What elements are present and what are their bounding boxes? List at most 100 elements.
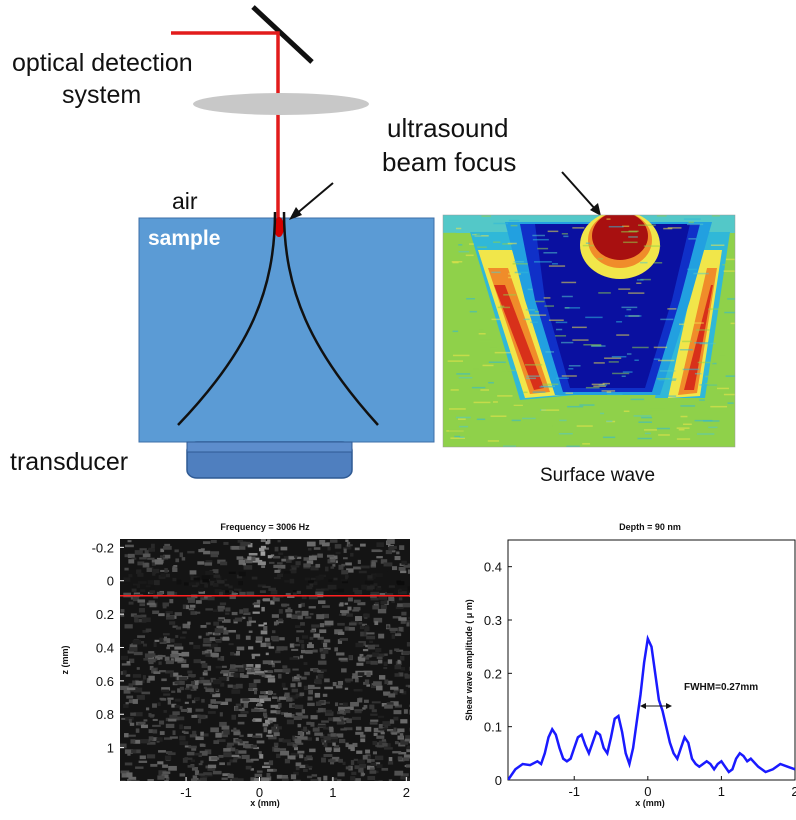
line-y-tick-label: 0 bbox=[495, 773, 502, 788]
gray-x-tick-label: 2 bbox=[403, 785, 410, 800]
arrow-to-surface bbox=[561, 171, 597, 211]
series-point bbox=[735, 758, 737, 760]
beam-right-curve bbox=[282, 211, 379, 426]
line-y-tick-label: 0.1 bbox=[484, 720, 502, 735]
series-point bbox=[654, 672, 656, 674]
line-plot-title: Depth = 90 nm bbox=[619, 522, 681, 532]
sample-label: sample bbox=[148, 227, 220, 250]
line-x-tick-label: 1 bbox=[718, 784, 725, 799]
transducer-label: transducer bbox=[10, 448, 128, 476]
series-point bbox=[562, 758, 564, 760]
gray-speckle bbox=[120, 539, 410, 781]
line-x-axis-label: x (mm) bbox=[635, 798, 665, 808]
series-point bbox=[731, 768, 734, 770]
series-point bbox=[603, 747, 605, 749]
transducer-top bbox=[186, 441, 353, 453]
fwhm-annotation: FWHM=0.27mm bbox=[684, 682, 758, 693]
series-point bbox=[514, 768, 516, 770]
series-point bbox=[672, 752, 675, 754]
line-y-axis-label: Shear wave amplitude ( μ m) bbox=[464, 599, 474, 721]
series-point bbox=[522, 763, 524, 765]
series-point bbox=[739, 752, 741, 754]
series-point bbox=[610, 736, 612, 738]
heatmap-noise bbox=[443, 215, 735, 447]
lens-shape bbox=[193, 93, 369, 115]
schematic: optical detection system ultrasound beam… bbox=[10, 5, 655, 486]
series-point bbox=[529, 764, 531, 766]
series-point bbox=[676, 758, 678, 760]
series-point bbox=[706, 760, 708, 762]
beam-left-curve bbox=[177, 211, 277, 426]
gray-x-tick-label: 1 bbox=[329, 785, 336, 800]
gray-y-tick-label: 1 bbox=[107, 741, 114, 756]
arrow-head-focus bbox=[289, 207, 302, 220]
ultrasound-label-1: ultrasound bbox=[387, 113, 508, 143]
series-point bbox=[669, 742, 671, 744]
series-point bbox=[573, 747, 575, 749]
arrow-head-surface bbox=[590, 203, 601, 216]
series-point bbox=[728, 771, 730, 773]
gray-x-tick-label: -1 bbox=[180, 785, 192, 800]
series-point bbox=[702, 763, 704, 765]
series-point bbox=[691, 758, 693, 760]
line-plot-area bbox=[507, 539, 796, 781]
gray-y-tick-label: -0.2 bbox=[92, 540, 114, 555]
focus-spot bbox=[274, 217, 284, 237]
mirror-shape bbox=[251, 5, 314, 64]
series-point bbox=[588, 752, 590, 754]
series-point bbox=[547, 736, 550, 738]
gray-y-axis-label: z (mm) bbox=[60, 645, 70, 674]
series-point bbox=[595, 731, 597, 733]
series-point bbox=[709, 763, 711, 765]
gray-y-tick-label: 0.6 bbox=[96, 674, 114, 689]
line-x-tick-label: -1 bbox=[568, 784, 580, 799]
series-point bbox=[665, 726, 667, 728]
air-label: air bbox=[172, 188, 198, 214]
series-point bbox=[580, 734, 583, 736]
gray-x-axis-label: x (mm) bbox=[250, 798, 280, 808]
series-point bbox=[636, 720, 638, 722]
series-point bbox=[650, 646, 653, 648]
series-point bbox=[687, 742, 689, 744]
series-point bbox=[617, 715, 619, 717]
fwhm-arrow-right-head bbox=[666, 703, 672, 709]
gray-y-tick-label: 0.2 bbox=[96, 607, 114, 622]
series-point bbox=[787, 766, 789, 768]
gray-x-tick-label: 0 bbox=[256, 785, 263, 800]
series-point bbox=[695, 763, 697, 765]
series-point bbox=[658, 699, 660, 701]
series-point bbox=[724, 766, 726, 768]
gray-y-tick-label: 0.8 bbox=[96, 707, 114, 722]
series-point bbox=[742, 755, 745, 757]
series-point bbox=[750, 758, 752, 760]
series-point bbox=[584, 744, 586, 746]
series-point bbox=[606, 752, 608, 754]
series-point bbox=[698, 766, 700, 768]
series-point bbox=[764, 771, 767, 773]
series-point bbox=[508, 779, 509, 780]
series-point bbox=[639, 694, 642, 696]
series-point bbox=[746, 760, 748, 762]
series-point bbox=[717, 763, 719, 765]
series-point bbox=[720, 760, 723, 762]
line-y-tick-label: 0.3 bbox=[484, 613, 502, 628]
surface-wave-heatmap bbox=[443, 215, 735, 447]
optical-label-2: system bbox=[62, 81, 141, 109]
heatmap-frame bbox=[442, 214, 736, 448]
series-point bbox=[625, 752, 627, 754]
series-point bbox=[628, 763, 631, 765]
series-point bbox=[577, 736, 579, 738]
ultrasound-label-2: beam focus bbox=[382, 147, 516, 177]
series-point bbox=[592, 742, 594, 744]
series-point bbox=[684, 736, 686, 738]
series-point bbox=[551, 728, 553, 730]
series-point bbox=[566, 760, 568, 762]
series-point bbox=[621, 731, 623, 733]
gray-y-tick-label: 0 bbox=[107, 574, 114, 589]
series-point bbox=[779, 763, 781, 765]
shear-wave-plot: Depth = 90 nm -1 0 1 2 0 0.1 0.2 0.3 0.4 FWHM=0.… bbox=[464, 522, 796, 808]
series-point bbox=[757, 766, 759, 768]
arrow-to-focus bbox=[294, 182, 334, 216]
series-point bbox=[643, 662, 645, 664]
